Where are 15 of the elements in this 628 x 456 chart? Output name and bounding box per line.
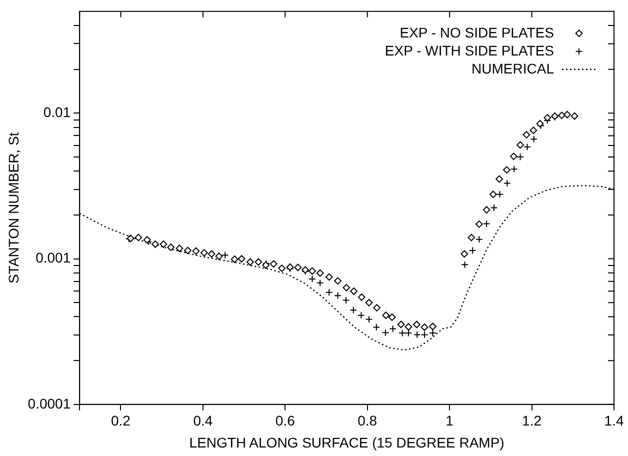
y-tick-label: 0.01 <box>43 104 71 120</box>
x-tick-label: 0.4 <box>193 412 213 429</box>
x-tick-label: 0.2 <box>110 412 131 429</box>
y-tick-label: 0.001 <box>36 250 71 266</box>
legend-label: EXP - WITH SIDE PLATES <box>384 42 554 58</box>
x-tick-label: 0.6 <box>275 412 296 429</box>
x-tick-label: 1.2 <box>522 412 542 429</box>
y-tick-label: 0.0001 <box>28 395 71 412</box>
x-tick-label: 0.8 <box>358 412 378 429</box>
x-tick-label: 1.4 <box>604 412 624 429</box>
legend-label: NUMERICAL <box>472 60 554 76</box>
y-axis-title: STANTON NUMBER, St <box>5 132 22 284</box>
legend-label: EXP - NO SIDE PLATES <box>400 24 554 40</box>
x-axis-title: LENGTH ALONG SURFACE (15 DEGREE RAMP) <box>189 434 504 450</box>
x-tick-label: 1 <box>446 412 454 429</box>
